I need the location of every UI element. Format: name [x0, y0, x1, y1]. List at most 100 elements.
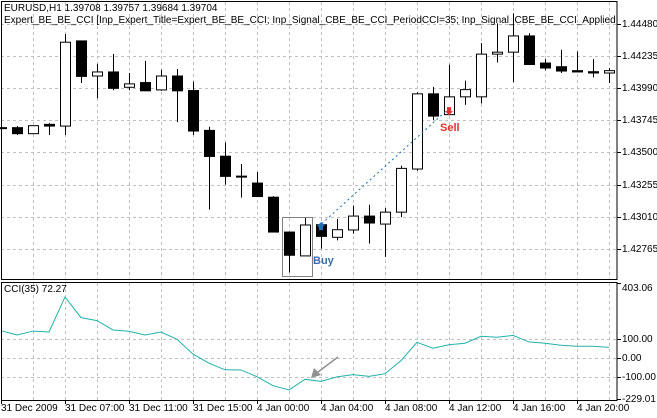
candle [444, 64, 455, 116]
candle-body [0, 127, 7, 130]
candle-body [540, 62, 551, 69]
candle [524, 33, 535, 65]
candle-body [140, 82, 151, 92]
cci-axis-label: 403.06 [622, 282, 653, 294]
expert-info: Expert_BE_BE_CCI [Inp_Expert_Title=Exper… [4, 15, 616, 26]
candle [572, 51, 583, 73]
candle [140, 60, 151, 92]
candle [156, 69, 167, 91]
main-panel-border [1, 1, 618, 280]
candle [188, 81, 199, 135]
panel-frames [1, 1, 618, 401]
candle [0, 127, 7, 130]
candle [172, 69, 183, 123]
candle [364, 204, 375, 244]
candle [460, 80, 471, 105]
time-axis-label: 4 Jan 16:00 [513, 403, 566, 414]
candle-body [348, 215, 359, 231]
candle [92, 63, 103, 99]
time-axis-label: 4 Jan 00:00 [257, 403, 310, 414]
candle [124, 73, 135, 91]
candle [492, 23, 503, 63]
candle [220, 142, 231, 185]
time-axis-label: 4 Jan 08:00 [385, 403, 438, 414]
trade-line [317, 110, 447, 228]
cci-axis-label: -100.00 [622, 371, 656, 383]
candle [604, 68, 615, 83]
candle [252, 172, 263, 198]
price-axis-label: 1.44480 [622, 18, 657, 30]
pointer-arrow-icon [311, 368, 321, 378]
candle [396, 165, 407, 218]
candle-body [556, 66, 567, 72]
candle-body [76, 40, 87, 77]
cci-axis-label: 0.00 [622, 352, 642, 364]
candle [476, 43, 487, 104]
price-axis-label: 1.44235 [622, 50, 657, 62]
time-axis-label: 31 Dec 07:00 [65, 403, 125, 414]
candle-body [28, 125, 39, 135]
candle [44, 123, 55, 135]
candle-body [332, 229, 343, 238]
candle [556, 49, 567, 74]
price-axis-label: 1.43500 [622, 146, 657, 158]
candle [380, 208, 391, 257]
selection-rectangle [282, 217, 313, 277]
candle-body [412, 93, 423, 170]
cci-axis-label: 100.00 [622, 333, 653, 345]
time-axis-label: 31 Dec 15:00 [193, 403, 253, 414]
candle [76, 40, 87, 83]
price-axis-label: 1.42765 [622, 243, 657, 255]
candle-body [444, 96, 455, 116]
candle-body [572, 70, 583, 73]
candle [108, 53, 119, 91]
cci-axis-label: -229.01 [622, 393, 656, 405]
price-axis-label: 1.43990 [622, 82, 657, 94]
candle-body [60, 41, 71, 127]
candles [0, 13, 615, 273]
candle-body [268, 196, 279, 233]
candle-body [12, 127, 23, 135]
candle [508, 13, 519, 83]
sell-label: Sell [440, 122, 460, 134]
candle-body [396, 167, 407, 213]
candle-body [492, 51, 503, 55]
candle-body [476, 53, 487, 98]
cci-panel-border [1, 282, 618, 401]
candle [540, 59, 551, 71]
time-axis-label: 4 Jan 20:00 [577, 403, 630, 414]
cci-panel-plot [0, 296, 610, 391]
candle-body [428, 93, 439, 117]
trade-annotations [282, 107, 453, 378]
price-axis-label: 1.43010 [622, 211, 657, 223]
candle-body [460, 89, 471, 98]
sell-arrow-icon [445, 107, 453, 116]
candle [588, 59, 599, 78]
candle [348, 205, 359, 234]
candle [204, 126, 215, 210]
candle-body [124, 83, 135, 88]
cci-line [0, 296, 610, 391]
candle-body [44, 123, 55, 127]
time-axis-label: 4 Jan 12:00 [449, 403, 502, 414]
candle [60, 33, 71, 135]
buy-arrow-icon [317, 222, 325, 231]
candle [28, 125, 39, 135]
candle-body [92, 71, 103, 77]
candle [332, 218, 343, 241]
candle [428, 86, 439, 121]
price-axis-label: 1.43255 [622, 179, 657, 191]
candle-body [204, 129, 215, 157]
arrow-shaft [317, 356, 339, 373]
candle-body [172, 75, 183, 92]
candle-body [508, 35, 519, 53]
buy-label: Buy [313, 255, 334, 267]
candle [268, 196, 279, 233]
time-axis-label: 31 Dec 2009 [1, 403, 58, 414]
candle [236, 164, 247, 198]
candle-body [588, 71, 599, 74]
candle-body [220, 155, 231, 177]
candle-body [524, 35, 535, 65]
